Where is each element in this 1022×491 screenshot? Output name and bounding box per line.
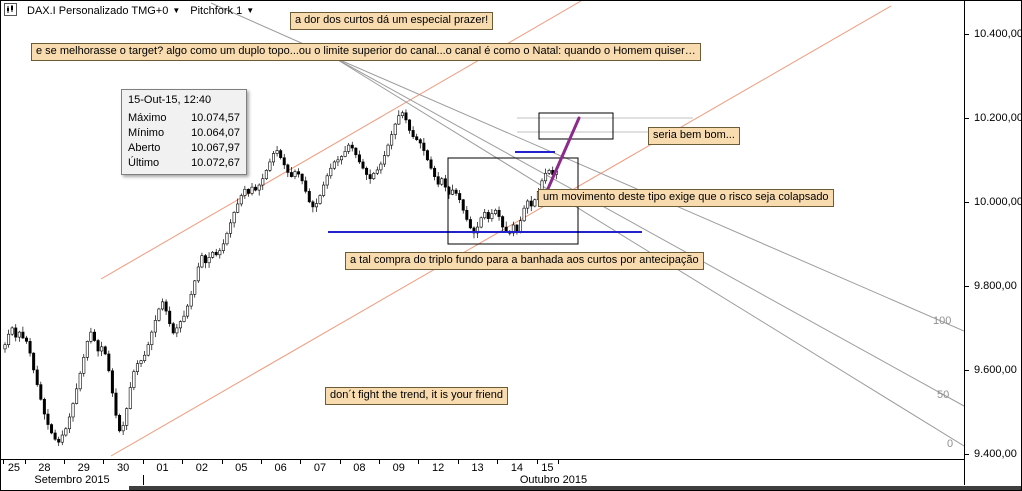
x-axis-tick xyxy=(379,460,381,464)
tooltip-label: Aberto xyxy=(128,142,161,154)
x-axis-day: 01 xyxy=(156,462,169,474)
x-axis-tick xyxy=(3,460,5,464)
x-axis-tick xyxy=(457,460,459,464)
y-axis-label: 10.400,00 xyxy=(974,27,1022,40)
price-tooltip: 15-Out-15, 12:40 Máximo 10.074,57 Mínimo… xyxy=(121,89,247,175)
tooltip-row: Último 10.072,67 xyxy=(128,157,240,169)
tooltip-datetime: 15-Out-15, 12:40 xyxy=(128,94,212,106)
y-axis-tick xyxy=(965,201,969,203)
pitchfork-level-0: 0 xyxy=(947,438,954,450)
x-axis-day: 25 xyxy=(7,462,21,474)
pitchfork-line-50[interactable] xyxy=(332,56,964,407)
tooltip-label: Mínimo xyxy=(128,127,165,139)
x-axis-tick xyxy=(558,460,560,464)
x-axis-tick xyxy=(536,460,538,464)
tooltip-label: Máximo xyxy=(128,112,167,124)
x-axis-day: 13 xyxy=(471,462,484,474)
instrument-name: DAX.I Personalizado TMG+0 xyxy=(27,5,169,17)
x-axis-tick xyxy=(260,460,262,464)
x-axis-tick xyxy=(64,460,66,464)
x-axis-day: 15 xyxy=(541,462,554,474)
tooltip-label: Último xyxy=(128,157,160,169)
tool-selector[interactable]: Pitchfork 1 ▼ xyxy=(190,5,254,17)
chart-header: DAX.I Personalizado TMG+0 ▼ Pitchfork 1 … xyxy=(4,3,254,19)
x-axis-day: 02 xyxy=(195,462,209,474)
y-axis-label: 10.000,00 xyxy=(974,195,1022,208)
instrument-selector[interactable]: DAX.I Personalizado TMG+0 ▼ xyxy=(27,5,180,17)
x-axis-month-row: Setembro 2015 Outubro 2015 xyxy=(1,474,964,486)
tooltip-value: 10.067,97 xyxy=(191,142,240,154)
y-axis-tick xyxy=(965,285,969,287)
chart-plot-area[interactable]: a dor dos curtos dá um especial prazer! e… xyxy=(1,1,964,459)
x-axis-day: 09 xyxy=(392,462,405,474)
candlestick-chart[interactable] xyxy=(1,1,964,459)
tooltip-value: 10.064,07 xyxy=(191,127,240,139)
y-axis-tick xyxy=(965,117,969,119)
tooltip-value: 10.072,67 xyxy=(191,157,240,169)
x-axis-day: 06 xyxy=(274,462,287,474)
target-box[interactable] xyxy=(538,112,614,140)
horizontal-scrollbar[interactable] xyxy=(1,485,1021,490)
note-seria-bom[interactable]: seria bem bom... xyxy=(648,127,740,145)
y-axis-label: 9.400,00 xyxy=(974,447,1017,460)
x-axis-tick xyxy=(142,460,144,464)
x-axis-day: 05 xyxy=(235,462,248,474)
tooltip-row: Mínimo 10.064,07 xyxy=(128,127,240,139)
y-axis-tick xyxy=(965,33,969,35)
x-axis-day: 08 xyxy=(353,462,366,474)
x-axis-date-row: 25 28 29 30 01 02 05 06 07 08 09 12 13 14 15 xyxy=(1,460,964,475)
note-shorts-pain[interactable]: a dor dos curtos dá um especial prazer! xyxy=(290,12,494,30)
instrument-icon[interactable] xyxy=(4,3,17,19)
chevron-down-icon: ▼ xyxy=(172,6,181,15)
price-axis[interactable]: 10.400,00 10.200,00 10.000,00 9.800,00 9.600… xyxy=(964,1,1022,485)
x-axis-tick xyxy=(221,460,223,464)
x-axis-tick xyxy=(300,460,302,464)
tool-name: Pitchfork 1 xyxy=(190,5,243,17)
projection-arrow[interactable] xyxy=(545,116,581,193)
pitchfork-level-100: 100 xyxy=(933,315,952,327)
month-separator xyxy=(143,475,144,486)
x-axis-tick xyxy=(339,460,341,464)
chevron-down-icon: ▼ xyxy=(246,6,255,15)
h-scrollbar-thumb[interactable] xyxy=(129,486,1021,490)
y-axis-label: 9.600,00 xyxy=(974,363,1017,376)
x-axis-day: 28 xyxy=(38,462,51,474)
note-risk-collapse[interactable]: um movimento deste tipo exige que o risc… xyxy=(538,189,834,207)
x-axis-tick xyxy=(182,460,184,464)
month-label-september: Setembro 2015 xyxy=(34,474,110,486)
x-axis-day: 14 xyxy=(510,462,524,474)
x-axis-day: 07 xyxy=(313,462,327,474)
y-axis-label: 10.200,00 xyxy=(974,111,1022,124)
x-axis-tick xyxy=(24,460,26,464)
y-axis-tick xyxy=(965,453,969,455)
tooltip-row: Máximo 10.074,57 xyxy=(128,112,240,124)
x-axis-tick xyxy=(497,460,499,464)
x-axis-day: 12 xyxy=(432,462,445,474)
month-label-october: Outubro 2015 xyxy=(519,474,588,486)
pitchfork-line-0[interactable] xyxy=(332,56,964,447)
x-axis-tick xyxy=(418,460,420,464)
note-triple-bottom[interactable]: a tal compra do triplo fundo para a banh… xyxy=(345,252,704,270)
x-axis-day: 29 xyxy=(77,462,90,474)
time-axis[interactable]: 25 28 29 30 01 02 05 06 07 08 09 12 13 14 15 Setembro … xyxy=(1,459,964,486)
x-axis-tick xyxy=(103,460,105,464)
tooltip-value: 10.074,57 xyxy=(191,112,240,124)
y-axis-tick xyxy=(965,369,969,371)
pitchfork-level-50: 50 xyxy=(937,389,950,401)
note-trend-friend[interactable]: don´t fight the trend, it is your friend xyxy=(325,387,509,405)
note-target[interactable]: e se melhorasse o target? algo como um d… xyxy=(31,43,701,61)
tooltip-row: Aberto 10.067,97 xyxy=(128,142,240,154)
x-axis-day: 30 xyxy=(117,462,130,474)
drawing-annotations-layer: a dor dos curtos dá um especial prazer! e… xyxy=(1,1,964,459)
y-axis-label: 9.800,00 xyxy=(974,279,1017,292)
